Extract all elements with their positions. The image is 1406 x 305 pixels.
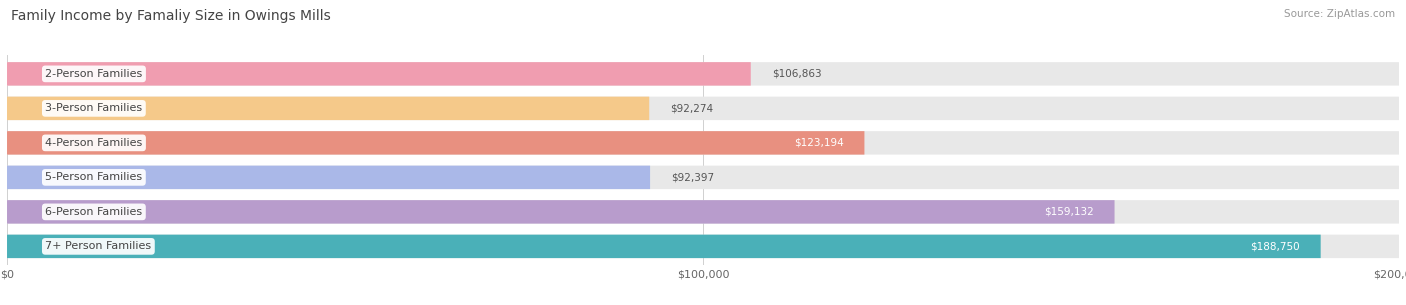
FancyBboxPatch shape	[7, 62, 751, 86]
FancyBboxPatch shape	[7, 97, 1399, 120]
FancyBboxPatch shape	[7, 97, 650, 120]
Text: 2-Person Families: 2-Person Families	[45, 69, 142, 79]
FancyBboxPatch shape	[7, 166, 650, 189]
Text: $123,194: $123,194	[794, 138, 844, 148]
Text: $106,863: $106,863	[772, 69, 821, 79]
Text: 3-Person Families: 3-Person Families	[45, 103, 142, 113]
FancyBboxPatch shape	[7, 131, 1399, 155]
FancyBboxPatch shape	[7, 200, 1399, 224]
Text: $159,132: $159,132	[1043, 207, 1094, 217]
Text: 7+ Person Families: 7+ Person Families	[45, 241, 152, 251]
Text: Source: ZipAtlas.com: Source: ZipAtlas.com	[1284, 9, 1395, 19]
FancyBboxPatch shape	[7, 235, 1399, 258]
Text: 5-Person Families: 5-Person Families	[45, 172, 142, 182]
FancyBboxPatch shape	[7, 235, 1320, 258]
Text: Family Income by Famaliy Size in Owings Mills: Family Income by Famaliy Size in Owings …	[11, 9, 330, 23]
FancyBboxPatch shape	[7, 62, 1399, 86]
Text: 6-Person Families: 6-Person Families	[45, 207, 142, 217]
FancyBboxPatch shape	[7, 166, 1399, 189]
Text: $92,274: $92,274	[671, 103, 713, 113]
FancyBboxPatch shape	[7, 200, 1115, 224]
FancyBboxPatch shape	[7, 131, 865, 155]
Text: 4-Person Families: 4-Person Families	[45, 138, 142, 148]
Text: $188,750: $188,750	[1250, 241, 1299, 251]
Text: $92,397: $92,397	[671, 172, 714, 182]
